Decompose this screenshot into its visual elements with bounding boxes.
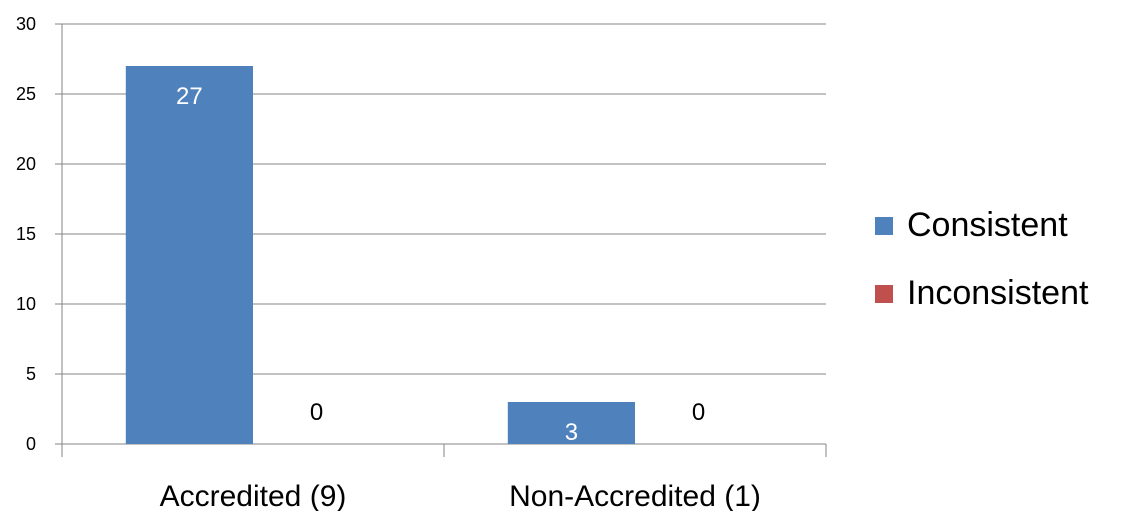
- data-label: 0: [692, 399, 705, 426]
- y-tick-label: 20: [16, 154, 36, 174]
- data-label: 0: [310, 399, 323, 426]
- legend-swatch-consistent: [875, 217, 893, 235]
- bar-consistent-1: [507, 402, 635, 444]
- x-tick-label: Accredited (9): [160, 480, 347, 511]
- y-tick-label: 30: [16, 14, 36, 34]
- legend-label-inconsistent: Inconsistent: [907, 274, 1089, 312]
- data-labels: 27 0 3 0: [176, 83, 705, 446]
- y-tick-label: 25: [16, 84, 36, 104]
- legend-swatch-inconsistent: [875, 285, 893, 303]
- bar-consistent-0: [125, 66, 253, 444]
- y-tick-label: 0: [26, 434, 36, 454]
- data-label: 27: [176, 83, 203, 110]
- y-tick-label: 15: [16, 224, 36, 244]
- y-tick-labels: 0 5 10 15 20 25 30: [16, 14, 36, 454]
- y-tick-label: 10: [16, 294, 36, 314]
- legend: Consistent Inconsistent: [872, 205, 1122, 341]
- legend-item-inconsistent: Inconsistent: [872, 273, 1122, 313]
- bars: [125, 66, 635, 444]
- x-tick-label: Non-Accredited (1): [509, 480, 761, 511]
- y-tick-label: 5: [26, 364, 36, 384]
- legend-label-consistent: Consistent: [907, 206, 1068, 244]
- data-label: 3: [565, 419, 578, 446]
- x-tick-labels: Accredited (9) Non-Accredited (1): [160, 480, 761, 513]
- legend-item-consistent: Consistent: [872, 205, 1122, 245]
